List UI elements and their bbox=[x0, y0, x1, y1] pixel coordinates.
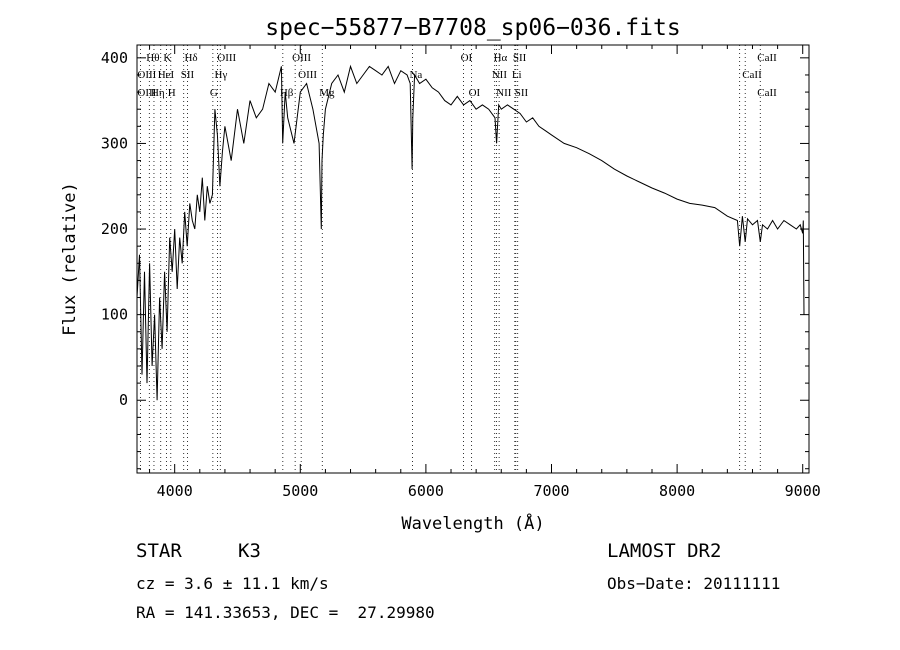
x-tick-label: 9000 bbox=[785, 482, 821, 500]
line-label: K bbox=[163, 52, 171, 64]
spectrum-line bbox=[136, 64, 805, 401]
line-label: SII bbox=[515, 87, 529, 99]
object-type: STAR bbox=[136, 540, 182, 562]
redshift-cz: cz = 3.6 ± 11.1 km/s bbox=[136, 574, 329, 593]
x-tick-label: 4000 bbox=[157, 482, 193, 500]
line-label: CaII bbox=[742, 69, 762, 81]
line-label: Na bbox=[409, 69, 422, 81]
plot-frame bbox=[136, 44, 810, 474]
x-tick-label: 5000 bbox=[282, 482, 318, 500]
line-label: Hα bbox=[494, 52, 508, 64]
spectrum-series bbox=[136, 64, 805, 401]
line-label: H bbox=[168, 87, 176, 99]
y-axis-label: Flux (relative) bbox=[60, 182, 80, 336]
line-label: CaII bbox=[757, 87, 777, 99]
x-axis: 4000 5000 6000 7000 8000 9000 bbox=[149, 45, 821, 500]
line-label: OIII bbox=[298, 69, 317, 81]
line-label: G bbox=[210, 87, 218, 99]
line-label: SII bbox=[181, 69, 195, 81]
x-tick-label: 7000 bbox=[533, 482, 569, 500]
obs-date: Obs−Date: 20111111 bbox=[607, 574, 781, 593]
spectral-subclass: K3 bbox=[238, 540, 261, 562]
line-label: NII bbox=[492, 69, 508, 81]
line-labels: Hθ OIII OIII K HeI Hη H SII Hδ OIII Hγ G OIII OIII Hβ M… bbox=[137, 52, 777, 99]
line-label: OIII bbox=[292, 52, 311, 64]
line-label: HeI bbox=[158, 69, 175, 81]
line-label: Hγ bbox=[215, 69, 228, 81]
line-label: Hβ bbox=[280, 87, 294, 99]
y-tick-label: 0 bbox=[119, 391, 128, 409]
line-label: Mg bbox=[319, 87, 335, 99]
x-tick-label: 8000 bbox=[659, 482, 695, 500]
line-label: NII bbox=[496, 87, 512, 99]
x-axis-label: Wavelength (Å) bbox=[401, 512, 544, 534]
line-label: OIII bbox=[217, 52, 236, 64]
survey-name: LAMOST DR2 bbox=[607, 540, 722, 562]
y-axis: 0 100 200 300 400 bbox=[101, 49, 809, 470]
y-tick-label: 200 bbox=[101, 220, 128, 238]
line-label: SII bbox=[513, 52, 527, 64]
line-label: OI bbox=[469, 87, 481, 99]
x-tick-label: 6000 bbox=[408, 482, 444, 500]
line-label: CaII bbox=[757, 52, 777, 64]
line-label: Hη bbox=[151, 87, 165, 99]
y-tick-label: 400 bbox=[101, 49, 128, 67]
coordinates: RA = 141.33653, DEC = 27.29980 bbox=[136, 603, 435, 622]
line-markers bbox=[139, 45, 761, 473]
line-label: OI bbox=[461, 52, 473, 64]
y-tick-label: 300 bbox=[101, 134, 128, 152]
line-label: Hθ bbox=[146, 52, 159, 64]
line-label: OIII bbox=[137, 69, 156, 81]
line-label: Hδ bbox=[184, 52, 197, 64]
line-label: OIII bbox=[137, 87, 156, 99]
chart-title: spec−55877−B7708_sp06−036.fits bbox=[265, 15, 680, 41]
y-tick-label: 100 bbox=[101, 306, 128, 324]
line-label: Li bbox=[512, 69, 522, 81]
